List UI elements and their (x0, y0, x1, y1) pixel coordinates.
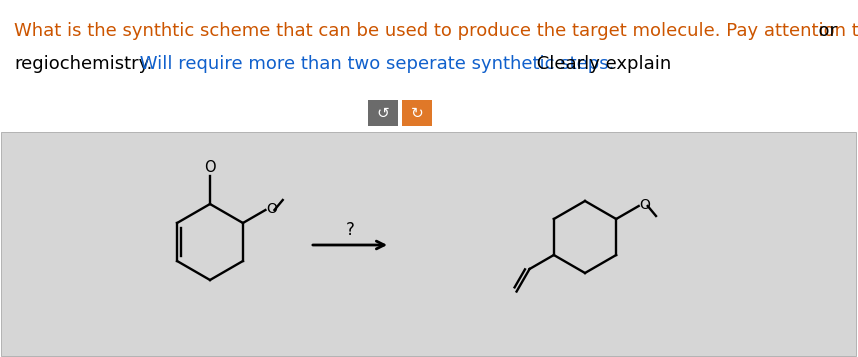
Text: regiochemistry.: regiochemistry. (14, 55, 153, 73)
Bar (1, 132, 856, 356)
Text: Clearly explain: Clearly explain (531, 55, 671, 73)
Text: ↺: ↺ (377, 106, 390, 121)
Text: O: O (640, 198, 650, 212)
Text: Will require more than two seperate synthetic steps.: Will require more than two seperate synt… (134, 55, 614, 73)
Text: ↻: ↻ (411, 106, 423, 121)
Text: O: O (267, 202, 277, 216)
Text: ?: ? (346, 221, 354, 239)
Bar (402, 100, 432, 126)
Text: O: O (204, 161, 216, 176)
Bar (368, 100, 398, 126)
Text: or: or (807, 22, 837, 40)
Text: What is the synthtic scheme that can be used to produce the target molecule. Pay: What is the synthtic scheme that can be … (14, 22, 858, 40)
